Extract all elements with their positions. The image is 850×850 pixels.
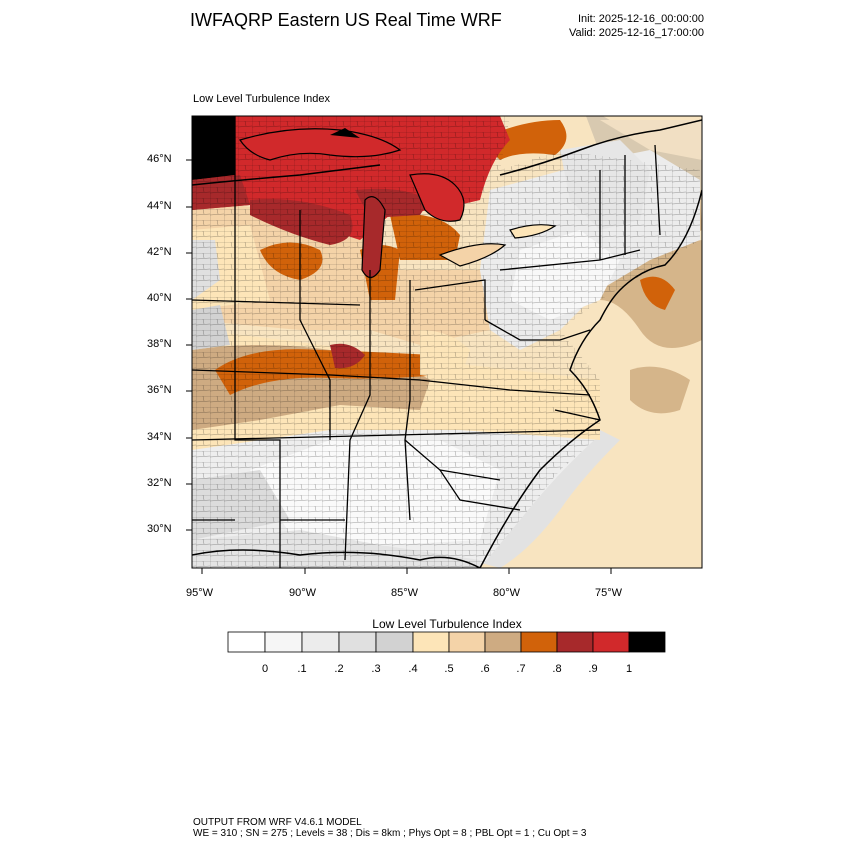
colorbar-tick-label: .7 — [516, 663, 526, 675]
model-output-line: OUTPUT FROM WRF V4.6.1 MODEL — [193, 817, 362, 828]
lat-ticks — [186, 159, 192, 531]
colorbar-tick-label: .5 — [444, 663, 454, 675]
page-title: IWFAQRP Eastern US Real Time WRF — [190, 10, 502, 30]
colorbar-swatch — [484, 631, 522, 653]
colorbar-tick-label: .9 — [588, 663, 598, 675]
lon-label: 90°W — [289, 587, 317, 599]
colorbar-swatch — [227, 631, 266, 653]
colorbar-swatch — [520, 631, 558, 653]
lat-label: 36°N — [147, 384, 172, 396]
colorbar-swatch — [628, 631, 666, 653]
lon-label: 95°W — [186, 587, 214, 599]
model-config-line: WE = 310 ; SN = 275 ; Levels = 38 ; Dis … — [193, 828, 587, 839]
colorbar-tick-label: .8 — [552, 663, 562, 675]
map-field-layer — [192, 116, 702, 568]
colorbar-tick-label: .3 — [371, 663, 381, 675]
colorbar-swatch — [264, 631, 303, 653]
lat-label: 32°N — [147, 477, 172, 489]
colorbar-title: Low Level Turbulence Index — [372, 617, 522, 631]
colorbar-swatch — [448, 631, 486, 653]
colorbar-tick-label: .1 — [297, 663, 307, 675]
field-label: Low Level Turbulence Index — [193, 93, 330, 105]
lon-label: 75°W — [595, 587, 623, 599]
lat-label: 44°N — [147, 200, 172, 212]
init-time: Init: 2025-12-16_00:00:00 — [578, 13, 704, 25]
lat-label: 46°N — [147, 153, 172, 165]
valid-time: Valid: 2025-12-16_17:00:00 — [569, 27, 704, 39]
lon-label: 85°W — [391, 587, 419, 599]
colorbar-swatch — [375, 631, 414, 653]
lat-label: 34°N — [147, 431, 172, 443]
colorbar-swatch — [592, 631, 630, 653]
colorbar-tick-label: 0 — [261, 663, 269, 675]
map-frame — [191, 115, 703, 569]
colorbar-tick-label: .4 — [408, 663, 418, 675]
lon-ticks — [201, 568, 612, 574]
lat-label: 30°N — [147, 523, 172, 535]
lat-label: 40°N — [147, 292, 172, 304]
colorbar-tick-label: .6 — [480, 663, 490, 675]
colorbar-swatch — [301, 631, 340, 653]
colorbar-tick-label: .2 — [334, 663, 344, 675]
colorbar-swatch — [412, 631, 450, 653]
colorbar-tick-label: 1 — [625, 663, 633, 675]
lon-label: 80°W — [493, 587, 521, 599]
lat-label: 38°N — [147, 338, 172, 350]
lat-label: 42°N — [147, 246, 172, 258]
colorbar-swatch — [556, 631, 594, 653]
colorbar-swatch — [338, 631, 377, 653]
colorbar — [227, 631, 666, 653]
